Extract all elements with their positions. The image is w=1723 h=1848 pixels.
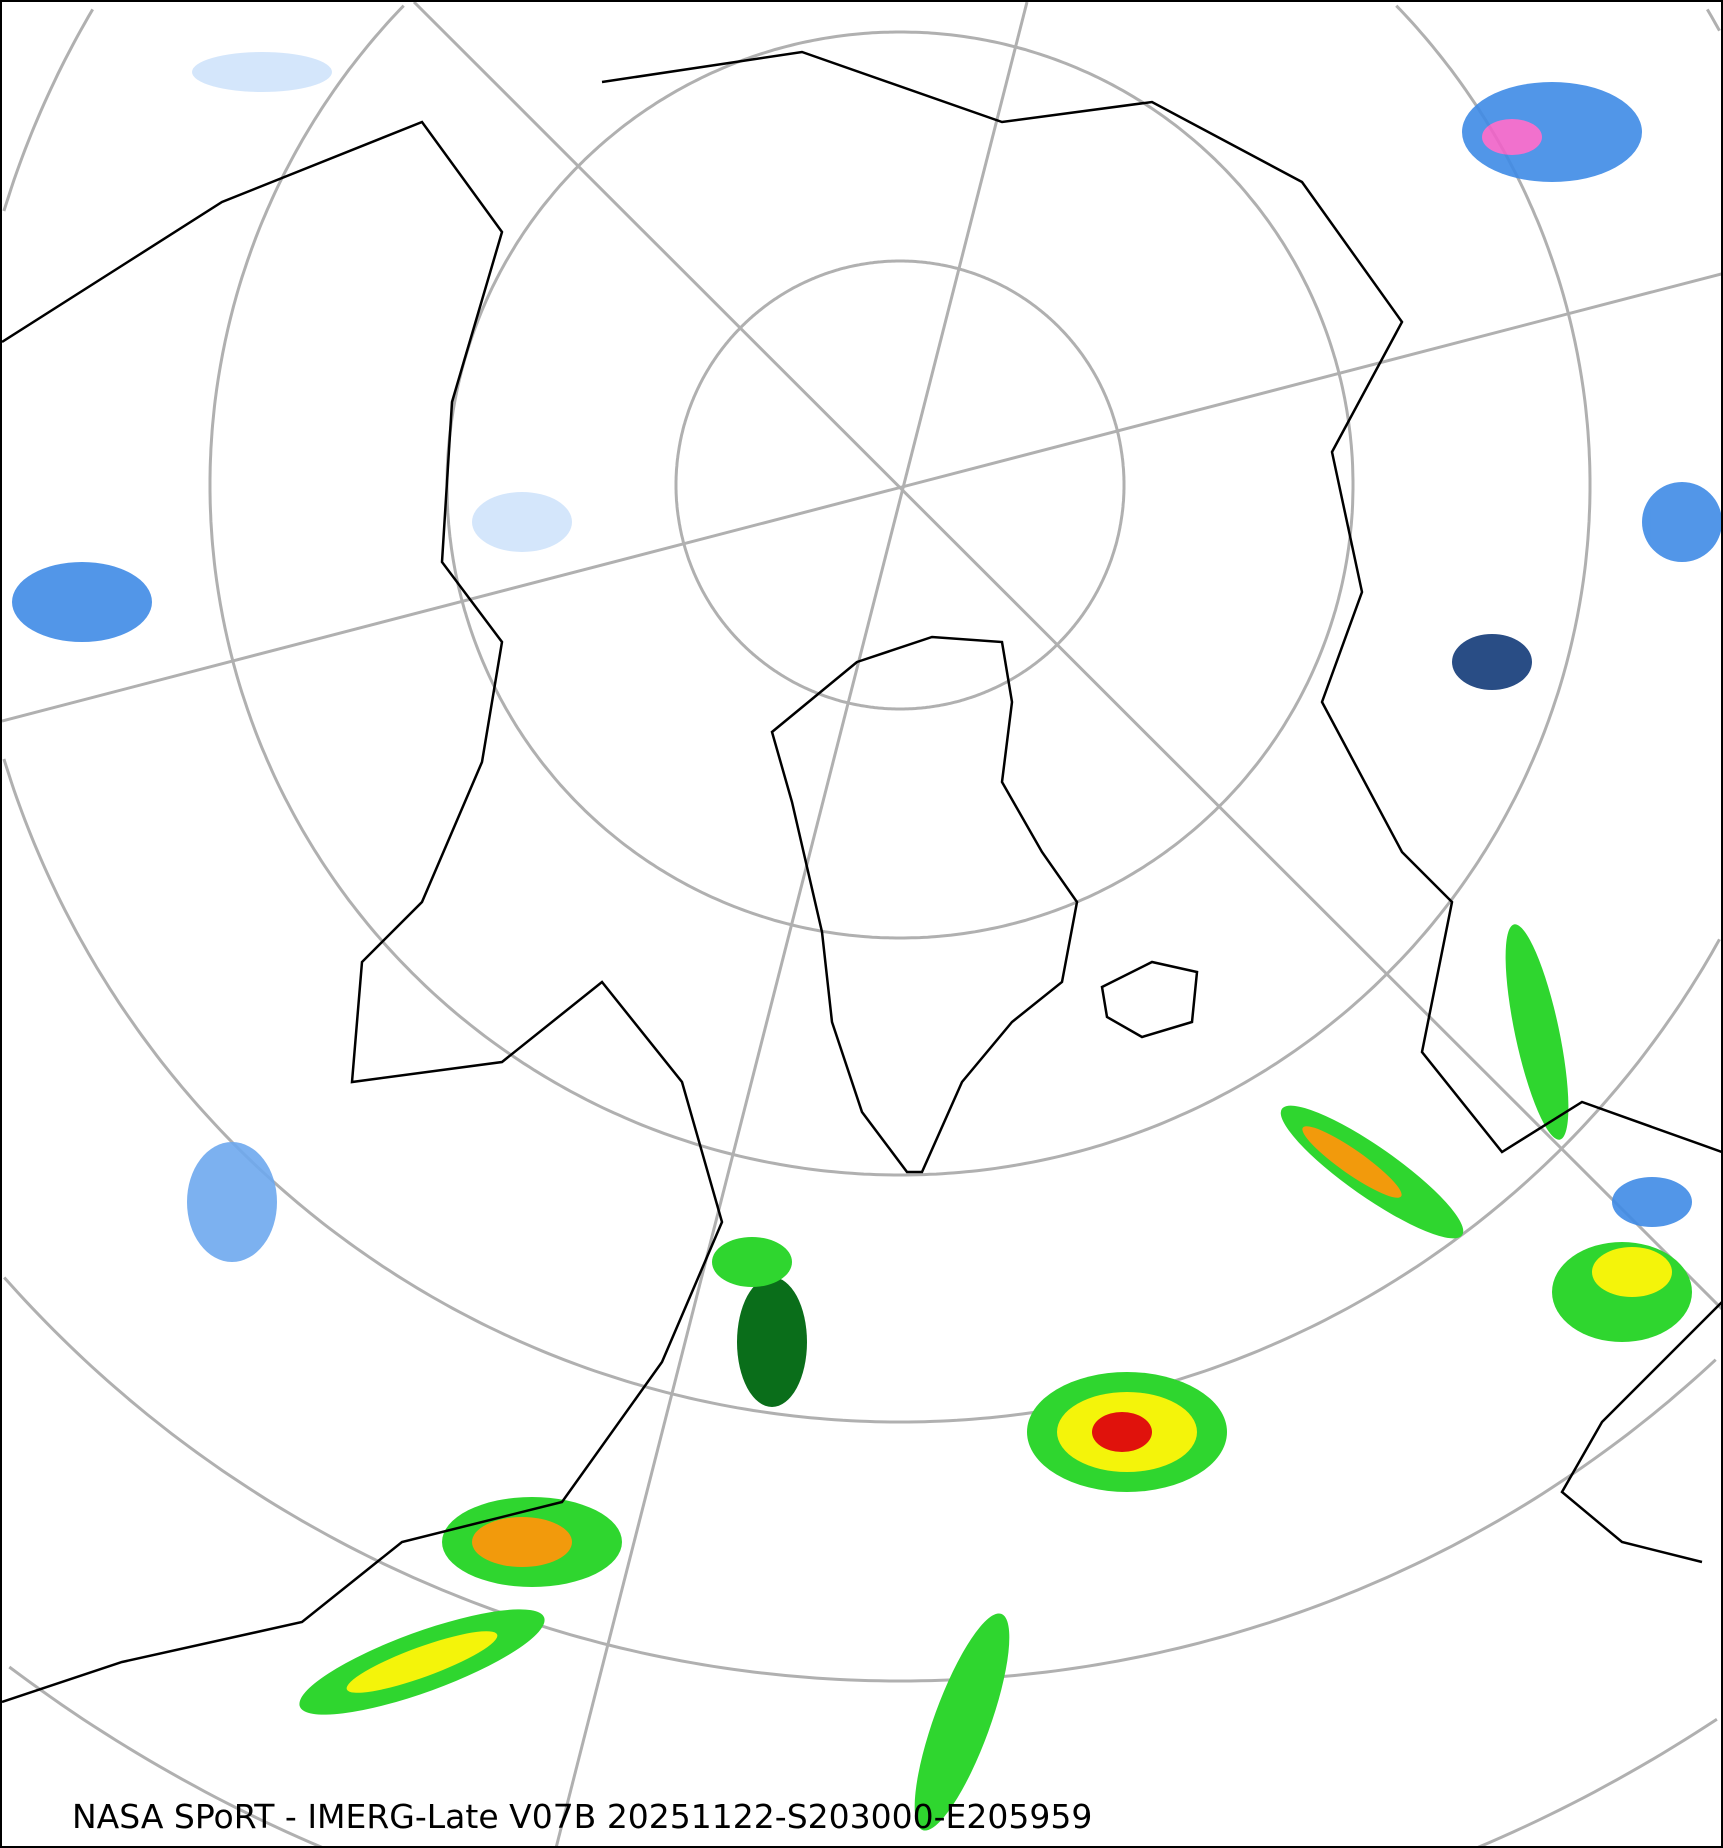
- precip-area: [1302, 1126, 1402, 1198]
- latitude-circle-60: [1395, 4, 1592, 485]
- precip-area: [12, 562, 152, 642]
- precip-area: [187, 1142, 277, 1262]
- eurasia-outline: [601, 50, 1721, 1154]
- meridian-line: [2, 272, 1721, 723]
- latitude-circle-80: [674, 259, 1126, 711]
- precip-area: [1612, 1177, 1692, 1227]
- precip-area: [712, 1237, 792, 1287]
- latitude-circle-70: [445, 30, 1355, 940]
- iceland-outline: [1100, 960, 1199, 1039]
- latitude-circle-30: [1477, 1717, 1718, 1846]
- precip-area: [1452, 634, 1532, 690]
- coastlines: [2, 50, 1721, 1704]
- precip-area: [1462, 82, 1642, 182]
- precip-area: [737, 1277, 807, 1407]
- latitude-circle-30: [8, 1665, 323, 1846]
- precip-area: [1592, 1247, 1672, 1297]
- meridian-line: [554, 2, 1029, 1846]
- precip-area: [192, 52, 332, 92]
- europe-outline: [1560, 1301, 1721, 1564]
- latitude-circle-50: [2, 8, 94, 212]
- precipitation-heavy: [299, 924, 1692, 1831]
- meridian-line: [412, 2, 1721, 1311]
- precip-area: [1092, 1412, 1152, 1452]
- latitude-circle-50: [1706, 8, 1721, 32]
- latitude-circle-50: [2, 758, 1721, 1424]
- latitude-circle-60: [208, 4, 1592, 1177]
- precip-area: [346, 1631, 498, 1693]
- map-caption: NASA SPoRT - IMERG-Late V07B 20251122-S2…: [72, 1797, 1093, 1836]
- precip-area: [472, 1517, 572, 1567]
- greenland-outline: [770, 635, 1079, 1174]
- precipitation-light: [12, 52, 1721, 1262]
- precip-area: [914, 1613, 1010, 1831]
- north-america-outline: [2, 120, 724, 1704]
- precip-area: [472, 492, 572, 552]
- latitude-circle-40: [3, 1276, 1717, 1683]
- precip-area: [1482, 119, 1542, 155]
- precip-area: [1642, 482, 1721, 562]
- precip-area: [1505, 924, 1569, 1140]
